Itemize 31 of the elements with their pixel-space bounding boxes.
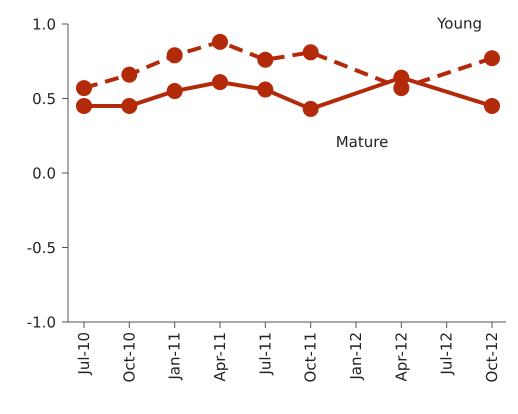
y-tick-label: 0.0 bbox=[32, 164, 56, 182]
point bbox=[257, 82, 274, 98]
x-tick-label: Jul-10 bbox=[75, 332, 93, 376]
point bbox=[166, 83, 183, 100]
series-label: Young bbox=[436, 14, 482, 32]
x-tick-label: Jul-12 bbox=[438, 332, 456, 376]
y-tick-label: 1.0 bbox=[32, 15, 56, 34]
x-tick-label: Jan-11 bbox=[166, 332, 184, 381]
point bbox=[121, 98, 138, 114]
point bbox=[212, 34, 228, 50]
point bbox=[302, 44, 319, 60]
x-tick-label: Jul-11 bbox=[256, 332, 274, 376]
point bbox=[212, 74, 228, 90]
point bbox=[484, 50, 500, 66]
point bbox=[484, 98, 500, 114]
y-tick-label: -1.0 bbox=[26, 313, 56, 332]
x-tick-label: Jan-12 bbox=[347, 332, 365, 381]
point bbox=[76, 80, 92, 96]
x-tick-label: Oct-12 bbox=[483, 332, 501, 382]
y-tick-label: 0.5 bbox=[32, 90, 56, 108]
point bbox=[76, 98, 92, 114]
series-label: Mature bbox=[336, 132, 388, 151]
y-tick-label: -0.5 bbox=[26, 238, 56, 257]
point bbox=[257, 52, 274, 68]
point bbox=[166, 47, 183, 64]
x-tick-label: Oct-11 bbox=[302, 332, 320, 382]
point bbox=[302, 100, 319, 117]
x-tick-label: Apr-11 bbox=[211, 332, 229, 382]
x-tick-label: Apr-12 bbox=[392, 332, 410, 382]
point bbox=[121, 66, 138, 83]
x-tick-label: Oct-10 bbox=[120, 332, 138, 382]
